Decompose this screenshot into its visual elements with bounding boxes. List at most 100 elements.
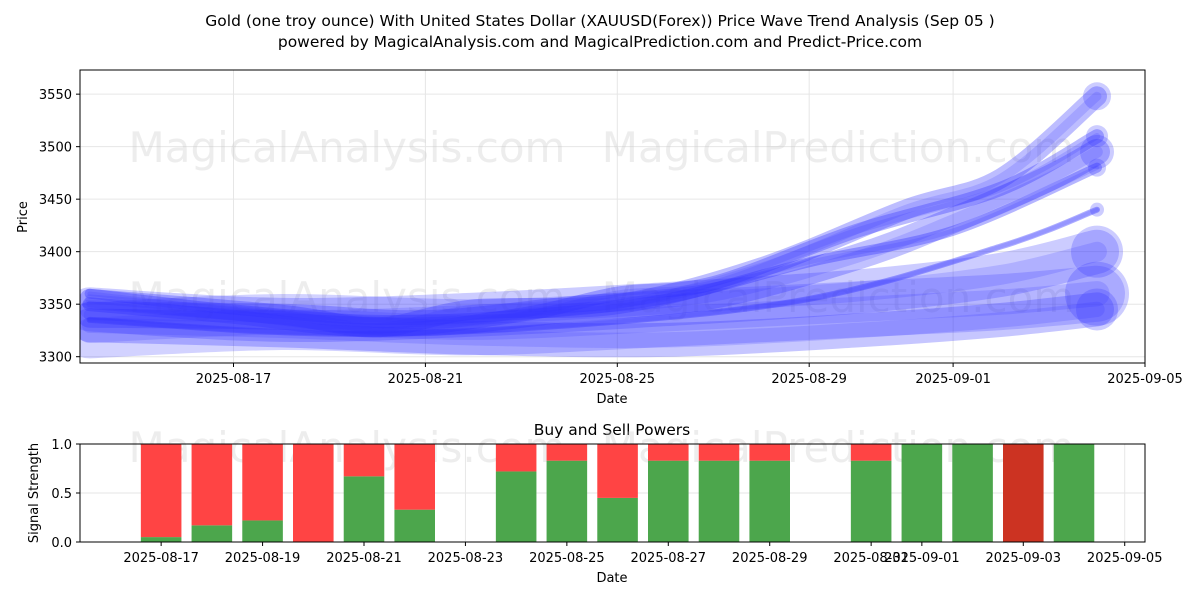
buy-bar <box>191 525 233 542</box>
sell-bar <box>1003 444 1044 542</box>
top-y-tick-label: 3500 <box>39 141 72 156</box>
wave-line <box>80 229 1119 343</box>
wave-core <box>83 146 1103 330</box>
top-y-tick-label: 3350 <box>39 298 72 313</box>
buy-bar <box>749 460 790 542</box>
sell-bar <box>648 444 689 461</box>
top-x-tick-label: 2025-08-17 <box>196 372 272 387</box>
buy-bar <box>343 476 385 542</box>
top-x-axis-label: Date <box>596 392 627 407</box>
bottom-y-tick-label: 1.0 <box>51 438 72 453</box>
wave-core <box>85 91 1102 332</box>
sell-bar <box>191 444 233 526</box>
bottom-x-tick-label: 2025-09-05 <box>1087 551 1163 566</box>
wave-band-3 <box>80 288 1119 358</box>
bottom-chart-title: Buy and Sell Powers <box>534 421 691 439</box>
top-x-tick-label: 2025-08-25 <box>580 372 656 387</box>
top-waves <box>80 82 1130 359</box>
sell-bar <box>546 444 588 461</box>
power-bar-2025-08-29 <box>749 444 790 542</box>
bottom-y-tick-label: 0.0 <box>51 536 72 551</box>
wave-end-cap <box>1076 288 1119 331</box>
wave-line <box>84 162 1102 326</box>
power-bar-2025-08-18 <box>191 444 233 542</box>
top-y-axis-label: Price <box>16 201 31 233</box>
power-bar-2025-08-26 <box>597 444 638 542</box>
wave-end-cap <box>1086 125 1109 148</box>
wave-end-cap <box>1065 261 1130 326</box>
wave-band-5 <box>80 82 1112 338</box>
buy-bar <box>648 460 689 542</box>
power-bar-2025-08-31 <box>850 444 892 542</box>
bottom-x-tick-label: 2025-09-01 <box>884 551 960 566</box>
sell-bar <box>495 444 537 472</box>
power-bar-2025-08-24 <box>495 444 537 542</box>
wave-core <box>80 241 1107 330</box>
bottom-x-tick-label: 2025-08-29 <box>732 551 808 566</box>
chart-title-line2: powered by MagicalAnalysis.com and Magic… <box>278 33 922 51</box>
top-x-tick-label: 2025-08-21 <box>388 372 464 387</box>
bottom-x-tick-label: 2025-08-21 <box>326 551 402 566</box>
sell-bar <box>140 444 182 538</box>
buy-bar <box>597 497 638 542</box>
top-x-tick-label: 2025-08-29 <box>771 372 847 387</box>
wave-end-cap <box>1083 82 1112 111</box>
buy-bar <box>901 444 943 542</box>
power-bar-2025-08-22 <box>394 444 435 542</box>
bottom-x-tick-label: 2025-08-27 <box>631 551 707 566</box>
wave-end-cap <box>1090 202 1105 217</box>
wave-line <box>80 265 1125 359</box>
wave-line <box>80 86 1107 338</box>
bottom-x-tick-label: 2025-08-17 <box>123 551 199 566</box>
bottom-x-tick-label: 2025-08-25 <box>529 551 605 566</box>
wave-core <box>87 207 1099 336</box>
buy-bar <box>546 460 588 542</box>
sell-bar <box>343 444 385 477</box>
wave-band-4 <box>80 134 1115 337</box>
top-y-ticks: 3300 3350 3400 3450 3500 3550 <box>39 88 80 366</box>
wave-line <box>82 129 1104 338</box>
wave-line <box>80 292 1114 358</box>
wave-band-6 <box>82 125 1109 338</box>
top-x-ticks: 2025-08-17 2025-08-21 2025-08-25 2025-08-29… <box>196 363 1183 387</box>
bottom-x-tick-label: 2025-08-31 <box>833 551 909 566</box>
power-bar-2025-08-20 <box>293 444 334 542</box>
buy-bar <box>952 444 993 542</box>
sell-bar <box>749 444 790 461</box>
buy-bar <box>394 509 435 542</box>
buy-bar <box>242 520 283 542</box>
bottom-bars <box>140 444 1095 542</box>
wave-end-cap <box>1088 158 1107 177</box>
wave-line <box>86 206 1100 337</box>
power-bar-2025-09-04 <box>1053 444 1095 542</box>
bottom-x-ticks: 2025-08-17 2025-08-19 2025-08-21 2025-08-23… <box>123 542 1162 566</box>
power-bar-2025-08-19 <box>242 444 283 542</box>
buy-bar <box>1053 444 1095 542</box>
bottom-x-axis-label: Date <box>596 571 627 586</box>
watermark-top-right: MagicalPrediction.com <box>602 123 1075 172</box>
bottom-x-tick-label: 2025-09-03 <box>986 551 1062 566</box>
top-watermarks: MagicalAnalysis.com MagicalPrediction.co… <box>129 123 1075 322</box>
power-bar-2025-08-27 <box>648 444 689 542</box>
power-bar-2025-09-02 <box>952 444 993 542</box>
wave-core <box>80 281 1110 343</box>
wave-core <box>81 301 1105 348</box>
wave-line <box>80 138 1110 337</box>
top-y-tick-label: 3400 <box>39 246 72 261</box>
bottom-x-tick-label: 2025-08-19 <box>225 551 301 566</box>
wave-band-1 <box>80 261 1130 359</box>
top-y-tick-label: 3300 <box>39 351 72 366</box>
bottom-y-axis-label: Signal Strength <box>27 443 42 543</box>
power-bar-2025-08-17 <box>140 444 182 542</box>
sell-bar <box>242 444 283 521</box>
top-y-tick-label: 3550 <box>39 88 72 103</box>
buy-bar <box>140 537 182 542</box>
top-x-tick-label: 2025-09-01 <box>915 372 991 387</box>
power-bar-2025-08-28 <box>698 444 740 542</box>
power-bar-2025-09-03 <box>1003 444 1044 542</box>
sell-bar <box>293 444 334 542</box>
wave-band-2 <box>80 225 1124 343</box>
wave-core <box>86 133 1101 334</box>
